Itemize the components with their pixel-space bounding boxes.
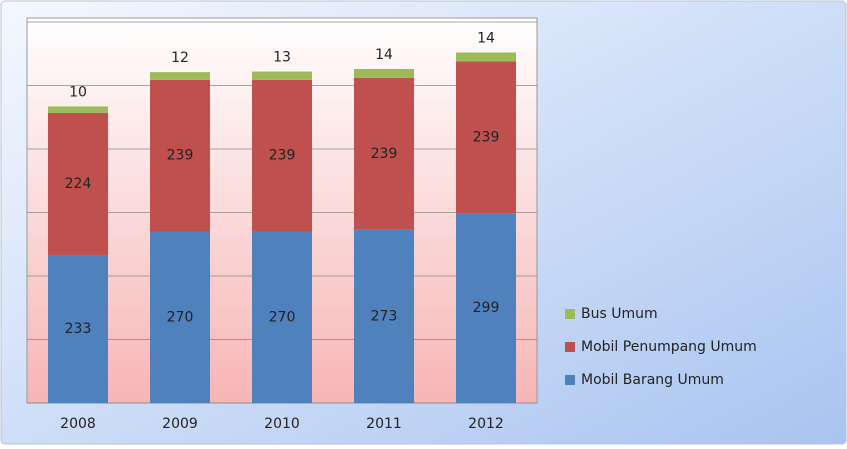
bar-segment	[252, 79, 312, 232]
data-label: 233	[65, 321, 92, 337]
bar-segment	[150, 231, 210, 403]
bar-segment	[456, 52, 516, 62]
bar-segment	[252, 231, 312, 403]
data-label: 299	[473, 300, 500, 316]
data-label: 10	[69, 84, 87, 100]
legend-label: Mobil Barang Umum	[581, 372, 724, 388]
bar-segment	[456, 61, 516, 214]
legend-swatch	[565, 375, 575, 385]
data-label: 270	[167, 309, 194, 325]
legend-swatch	[565, 342, 575, 352]
legend-swatch	[565, 309, 575, 319]
data-label: 224	[65, 176, 92, 192]
legend-label: Bus Umum	[581, 306, 658, 322]
bar-segment	[48, 255, 108, 403]
data-label: 273	[371, 308, 398, 324]
data-label: 13	[273, 50, 291, 66]
x-tick-label: 2008	[60, 416, 96, 432]
x-tick-label: 2012	[468, 416, 504, 432]
data-label: 239	[269, 148, 296, 164]
x-tick-label: 2011	[366, 416, 402, 432]
data-label: 239	[473, 129, 500, 145]
data-label: 239	[167, 148, 194, 164]
data-label: 239	[371, 146, 398, 162]
bar-segment	[48, 112, 108, 256]
bar-segment	[456, 213, 516, 403]
bar-segment	[354, 229, 414, 403]
data-label: 14	[375, 47, 393, 63]
bar-segment	[252, 71, 312, 80]
bar-segment	[48, 106, 108, 113]
data-label: 14	[477, 30, 495, 46]
data-label: 270	[269, 309, 296, 325]
bar-segment	[354, 68, 414, 78]
x-tick-label: 2009	[162, 416, 198, 432]
bar-segment	[354, 77, 414, 230]
bar-segment	[150, 79, 210, 232]
bar-segment	[150, 72, 210, 80]
data-label: 12	[171, 50, 189, 66]
legend-label: Mobil Penumpang Umum	[581, 339, 757, 355]
x-tick-label: 2010	[264, 416, 300, 432]
